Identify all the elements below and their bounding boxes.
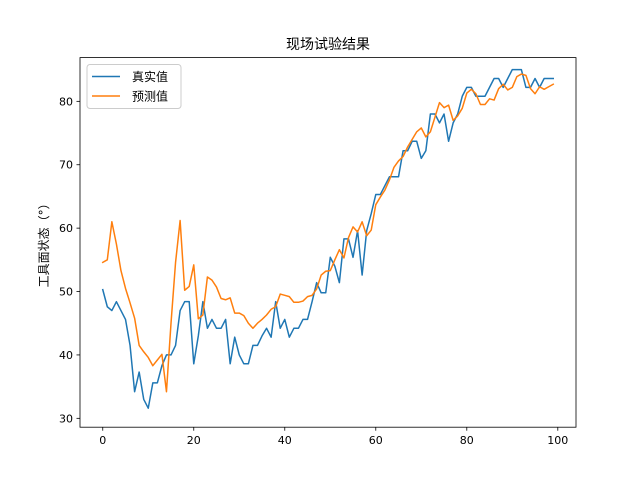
- series-line-1: [101, 73, 555, 393]
- plot-frame: [79, 57, 577, 428]
- y-tick-label: 50: [59, 286, 73, 299]
- y-tick-label: 70: [59, 159, 73, 172]
- y-tick-label: 80: [59, 95, 73, 108]
- y-tick-label: 30: [59, 412, 73, 425]
- legend-label-1: 预测值: [132, 89, 168, 104]
- x-axis: 0 20 40 60 80 100: [99, 427, 568, 447]
- series-layer: [101, 68, 555, 409]
- x-tick-label: 20: [187, 434, 201, 447]
- x-tick-label: 80: [460, 434, 474, 447]
- x-tick-label: 40: [278, 434, 292, 447]
- y-axis: 30 40 50 60 70 80: [59, 95, 80, 425]
- y-tick-label: 60: [59, 222, 73, 235]
- y-axis-label: 工具面状态（°）: [37, 197, 51, 287]
- x-tick-label: 60: [369, 434, 383, 447]
- chart-title: 现场试验结果: [286, 37, 370, 53]
- y-tick-label: 40: [59, 349, 73, 362]
- series-line-0: [101, 68, 554, 409]
- legend-label-0: 真实值: [132, 69, 168, 84]
- x-tick-label: 100: [547, 434, 568, 447]
- x-tick-label: 0: [99, 434, 106, 447]
- legend-box: [86, 64, 182, 109]
